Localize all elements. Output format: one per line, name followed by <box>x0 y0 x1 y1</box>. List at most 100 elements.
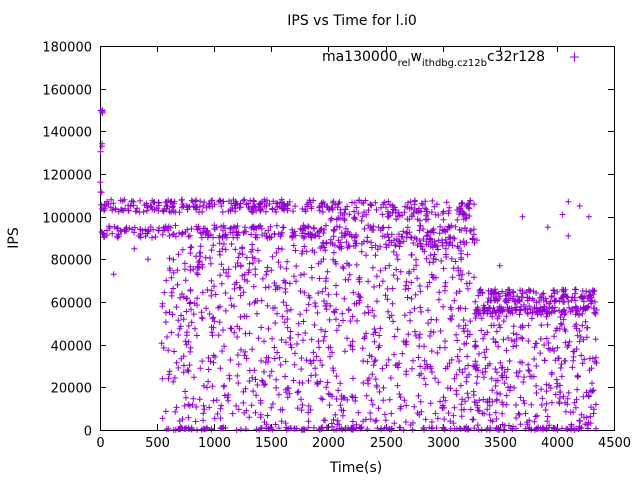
data-point <box>377 243 384 250</box>
data-point <box>335 200 342 207</box>
data-point <box>533 390 540 396</box>
data-point <box>511 384 518 391</box>
data-point <box>407 198 414 205</box>
data-point <box>429 369 435 376</box>
data-point <box>273 376 280 383</box>
data-point <box>416 283 423 289</box>
data-point <box>305 403 312 409</box>
data-point <box>481 349 488 356</box>
data-point <box>100 234 107 241</box>
data-point <box>385 198 392 205</box>
data-point <box>435 246 441 253</box>
data-point <box>564 426 571 433</box>
data-point <box>394 213 401 220</box>
data-point <box>477 286 484 293</box>
data-point <box>487 288 494 294</box>
data-point <box>507 425 514 432</box>
data-point <box>185 339 192 345</box>
data-point <box>333 216 340 223</box>
data-point <box>407 309 414 316</box>
data-point <box>187 244 194 251</box>
data-point <box>452 223 459 230</box>
data-point <box>585 392 592 399</box>
data-point <box>369 371 376 378</box>
data-point <box>255 258 262 264</box>
data-point <box>364 358 371 365</box>
data-point <box>320 230 327 236</box>
data-point <box>497 359 504 366</box>
data-point <box>333 396 340 402</box>
data-point <box>344 244 351 251</box>
data-point <box>340 265 347 272</box>
data-point <box>283 426 290 433</box>
data-point <box>385 308 392 315</box>
data-point <box>358 217 365 224</box>
data-point <box>125 207 132 214</box>
data-point <box>240 289 247 296</box>
data-point <box>262 208 269 215</box>
data-point <box>236 250 243 257</box>
data-point <box>390 272 397 279</box>
data-point <box>339 412 346 419</box>
data-point <box>413 332 419 339</box>
data-point <box>521 374 528 381</box>
data-point <box>268 368 275 375</box>
data-point <box>421 343 428 350</box>
data-point <box>411 197 418 204</box>
data-point <box>533 309 539 315</box>
data-point <box>592 298 598 305</box>
data-point <box>525 322 532 329</box>
data-point <box>457 382 464 389</box>
data-point <box>570 357 577 364</box>
data-point <box>351 300 358 307</box>
data-point <box>463 340 470 347</box>
data-point <box>365 380 372 387</box>
data-point <box>417 398 424 405</box>
data-point <box>526 417 533 424</box>
data-point <box>460 216 467 223</box>
data-point <box>178 312 184 319</box>
data-point <box>282 339 289 346</box>
data-point <box>586 367 593 374</box>
data-point <box>248 208 255 215</box>
data-point <box>462 322 469 329</box>
data-point <box>384 296 391 303</box>
data-point <box>558 361 565 368</box>
data-point <box>415 354 422 361</box>
data-point <box>394 256 401 263</box>
data-point <box>298 355 305 362</box>
data-point <box>353 261 360 268</box>
data-point <box>583 414 590 421</box>
data-point <box>465 362 472 369</box>
data-point <box>491 322 497 329</box>
data-point <box>193 404 200 410</box>
data-point <box>127 203 134 210</box>
data-point <box>537 350 544 357</box>
data-point <box>519 213 526 220</box>
data-point <box>405 331 412 338</box>
data-point <box>554 344 561 351</box>
data-point <box>593 307 600 313</box>
data-point <box>119 207 125 214</box>
data-point <box>305 377 312 384</box>
data-point <box>174 281 181 288</box>
data-point <box>233 228 240 235</box>
data-point <box>381 411 388 418</box>
data-point <box>550 287 557 294</box>
data-point <box>243 254 250 261</box>
data-point <box>235 406 242 413</box>
data-point <box>480 302 487 309</box>
data-point <box>306 197 313 204</box>
data-point <box>309 231 316 238</box>
data-point <box>578 293 585 300</box>
data-point <box>587 413 594 420</box>
data-point <box>142 226 149 233</box>
data-point <box>408 279 415 286</box>
data-point <box>426 333 433 339</box>
data-point <box>585 425 591 432</box>
data-point <box>565 389 572 396</box>
data-point <box>572 304 579 311</box>
data-point <box>579 288 586 294</box>
data-point <box>420 226 427 232</box>
data-point <box>175 251 182 258</box>
